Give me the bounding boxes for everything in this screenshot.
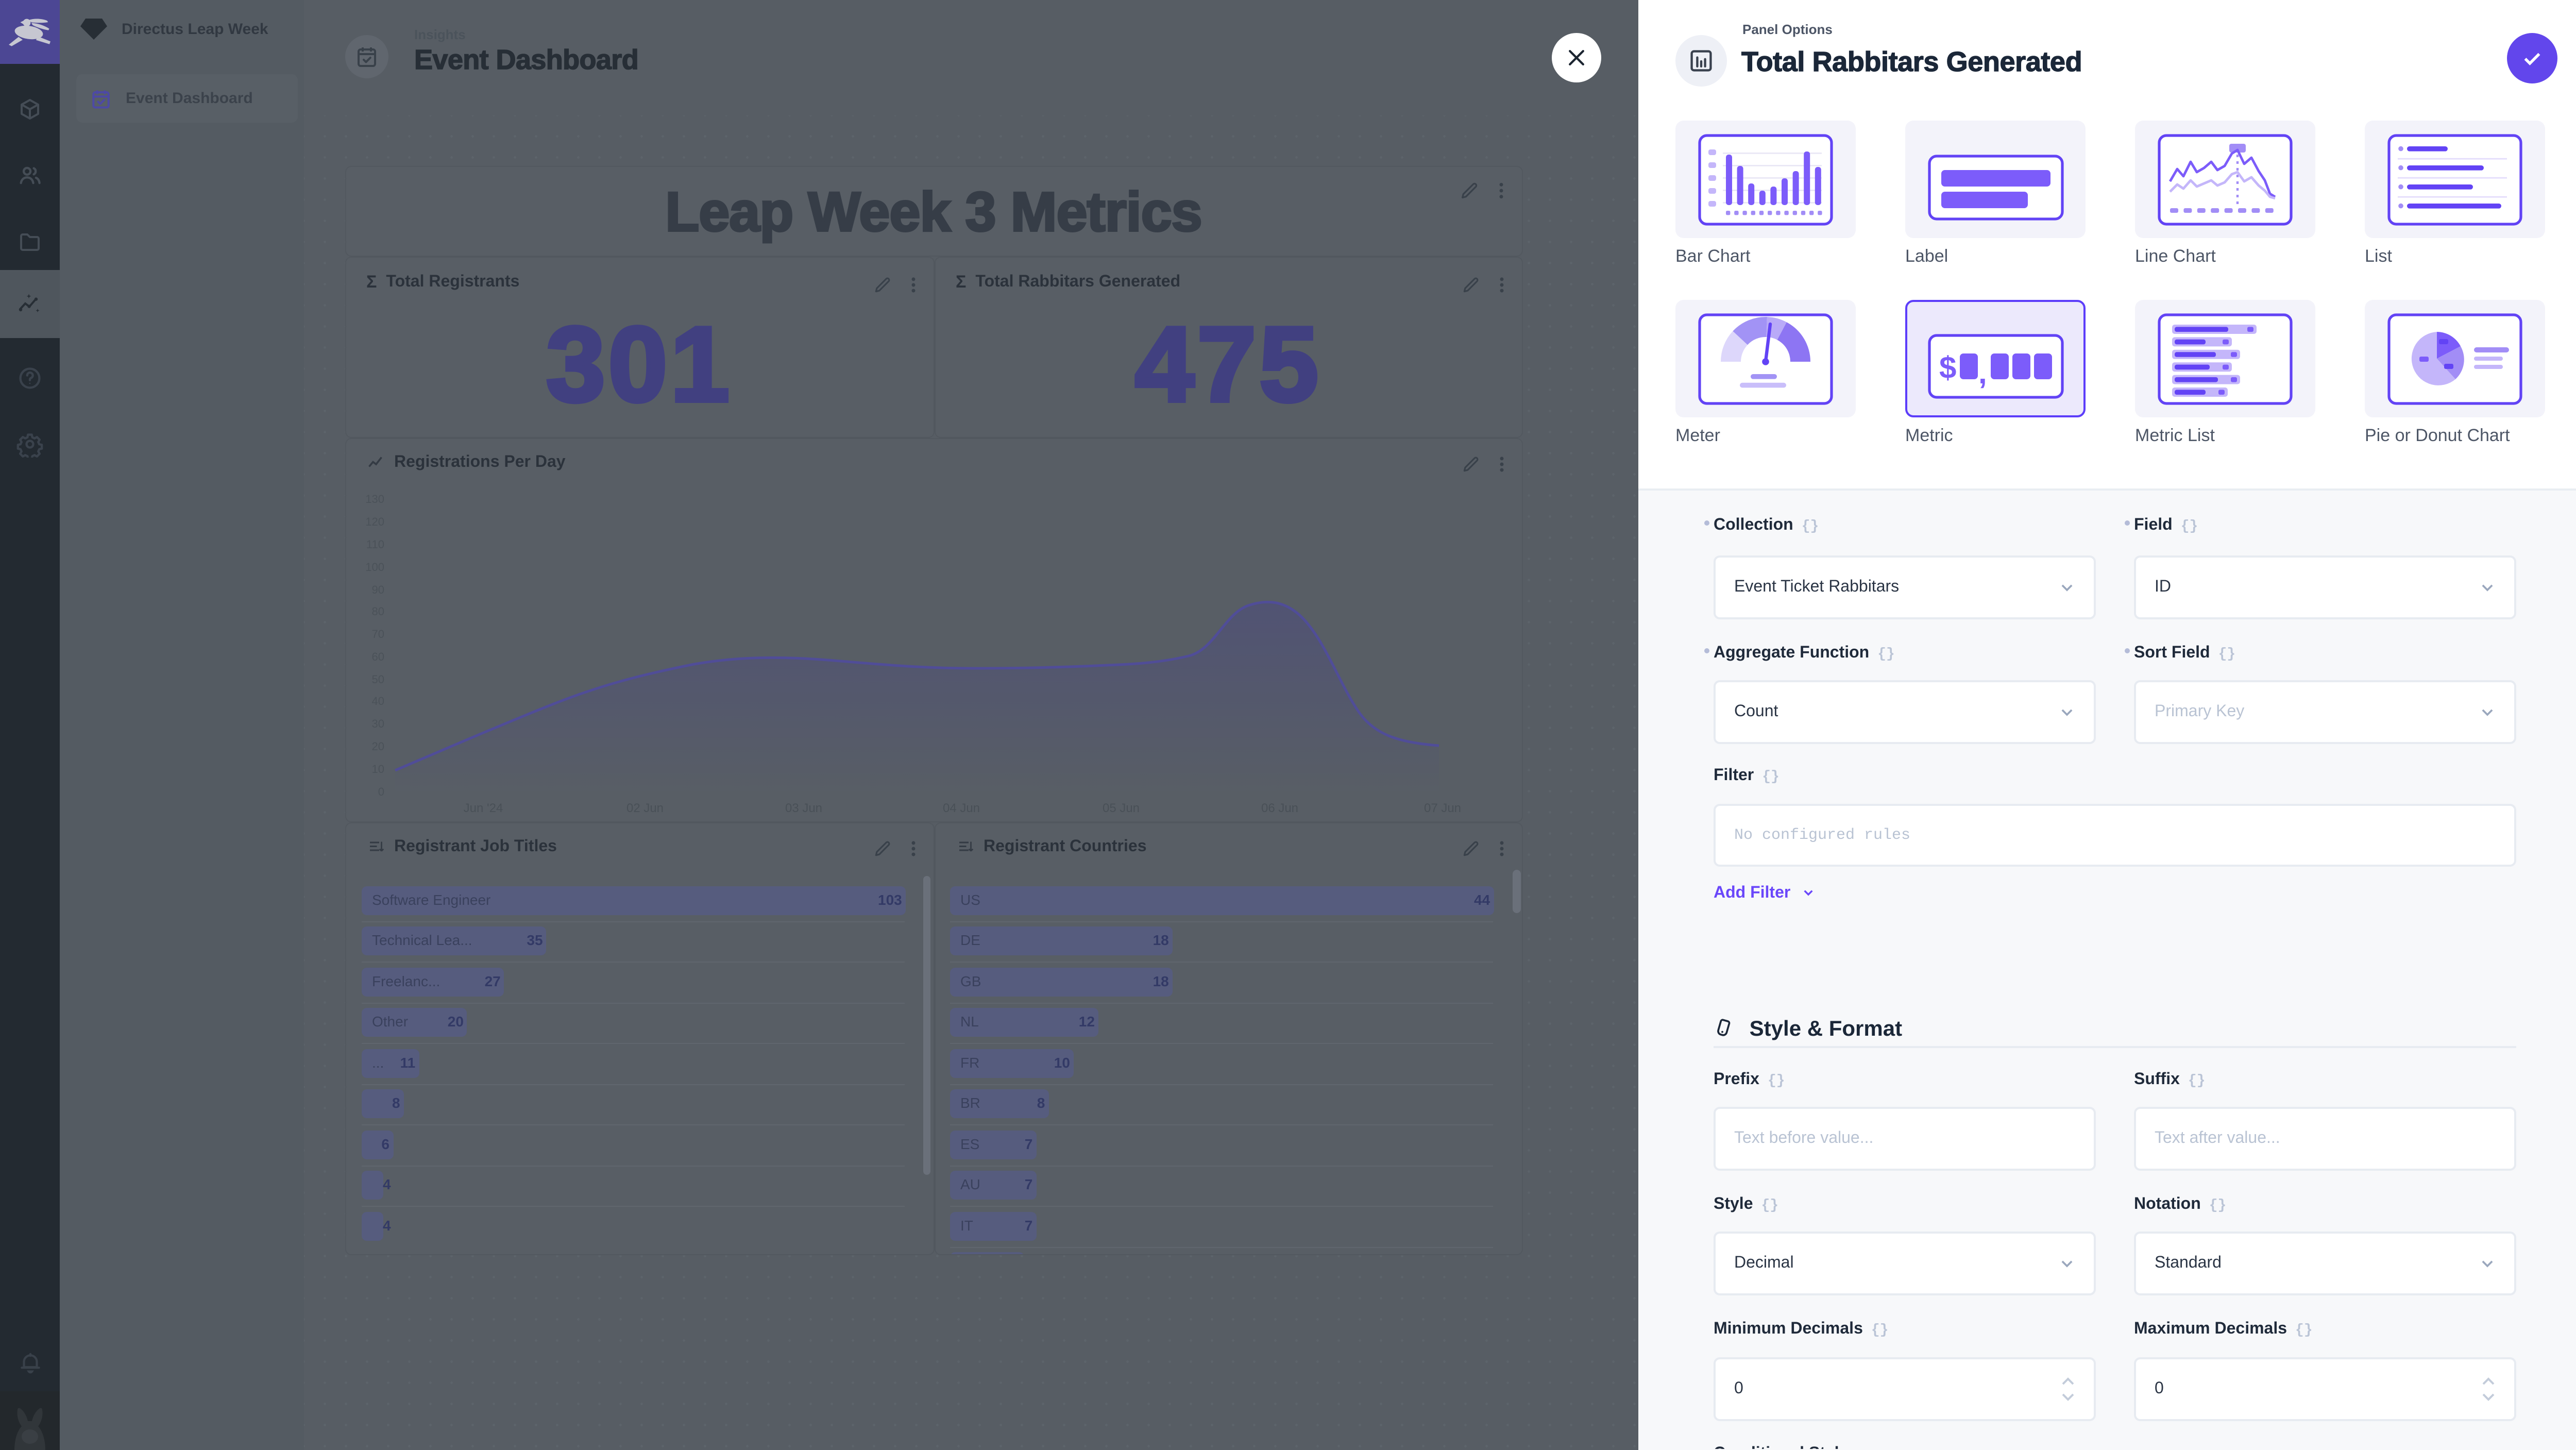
svg-text:0: 0 xyxy=(378,785,384,798)
svg-text:120: 120 xyxy=(365,515,384,528)
svg-text:130: 130 xyxy=(365,492,384,505)
svg-text:Jun '24: Jun '24 xyxy=(463,801,503,815)
svg-text:30: 30 xyxy=(371,717,384,730)
svg-text:07 Jun: 07 Jun xyxy=(1423,801,1461,815)
svg-text:90: 90 xyxy=(371,583,384,596)
svg-text:70: 70 xyxy=(371,627,384,640)
svg-text:100: 100 xyxy=(365,560,384,573)
svg-text:02 Jun: 02 Jun xyxy=(626,801,663,815)
svg-text:60: 60 xyxy=(371,650,384,663)
svg-text:80: 80 xyxy=(371,604,384,617)
svg-text:,: , xyxy=(1978,355,1987,390)
svg-text:10: 10 xyxy=(371,762,384,775)
svg-text:03 Jun: 03 Jun xyxy=(785,801,822,815)
svg-text:04 Jun: 04 Jun xyxy=(942,801,979,815)
svg-text:20: 20 xyxy=(371,739,384,752)
svg-text:$: $ xyxy=(1939,350,1956,384)
svg-text:50: 50 xyxy=(371,672,384,685)
svg-text:110: 110 xyxy=(366,537,384,550)
svg-text:40: 40 xyxy=(371,694,384,707)
svg-text:06 Jun: 06 Jun xyxy=(1261,801,1298,815)
svg-text:05 Jun: 05 Jun xyxy=(1102,801,1139,815)
